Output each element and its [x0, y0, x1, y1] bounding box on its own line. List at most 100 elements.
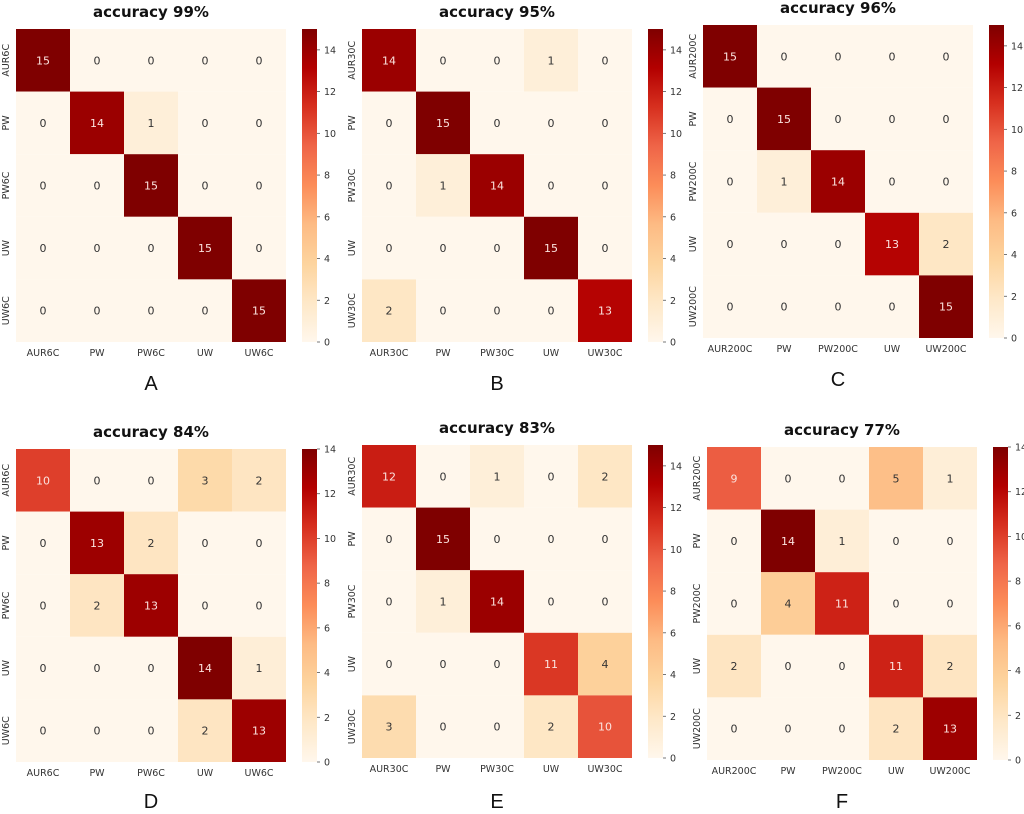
- cell-value-label: 15: [198, 242, 212, 255]
- panel-letter: A: [144, 373, 158, 395]
- cell-value-label: 4: [785, 598, 792, 611]
- colorbar-tick-label: 8: [324, 171, 330, 182]
- panel-letter: C: [831, 369, 845, 391]
- heatmap-cell: [869, 447, 923, 510]
- colorbar-tick-label: 6: [670, 212, 676, 223]
- heatmap-cell: [524, 216, 578, 280]
- heatmap-cell: [470, 695, 524, 758]
- heatmap-cell: [811, 212, 865, 276]
- colorbar-tick-label: 8: [1015, 577, 1021, 588]
- x-tick-label: AUR200C: [708, 344, 753, 355]
- heatmap-cell: [70, 29, 124, 92]
- heatmap-cell: [703, 150, 757, 213]
- heatmap-cell: [578, 695, 632, 758]
- cell-value-label: 0: [835, 301, 842, 314]
- cell-value-label: 0: [386, 596, 393, 609]
- x-tick-label: UW30C: [587, 348, 622, 359]
- heatmap-cell: [578, 632, 632, 696]
- heatmap-cell: [524, 695, 578, 758]
- cell-value-label: 0: [893, 535, 900, 548]
- heatmap-cell: [869, 509, 923, 573]
- cell-value-label: 0: [202, 600, 209, 613]
- heatmap-cell: [124, 29, 178, 92]
- heatmap-cell: [757, 212, 811, 276]
- cell-value-label: 0: [202, 180, 209, 193]
- heatmap-cell: [416, 445, 470, 508]
- heatmap-cell: [416, 507, 470, 571]
- colorbar-tick-label: 2: [670, 712, 676, 723]
- heatmap-cell: [232, 216, 286, 280]
- cell-value-label: 12: [382, 470, 396, 483]
- cell-value-label: 0: [202, 305, 209, 318]
- colorbar-tick-label: 0: [324, 758, 330, 769]
- heatmap-cell: [919, 150, 973, 213]
- heatmap-cell: [865, 87, 919, 151]
- cell-value-label: 2: [548, 721, 555, 734]
- cell-value-label: 14: [382, 54, 396, 67]
- cell-value-label: 2: [148, 537, 155, 550]
- cell-value-label: 0: [94, 725, 101, 738]
- heatmap-cell: [70, 574, 124, 637]
- cell-value-label: 0: [440, 470, 447, 483]
- panel-a: accuracy 99%15 0 0 0 00 14 1 0 00 0 15 0 00 0 0 15 00 0 0 0…: [1, 3, 336, 395]
- cell-value-label: 2: [386, 305, 393, 318]
- heatmap-cell: [178, 449, 232, 512]
- heatmap-cell: [362, 632, 416, 696]
- panel-title: accuracy 99%: [93, 3, 209, 21]
- cell-value-label: 0: [40, 537, 47, 550]
- x-tick-label: AUR30C: [370, 348, 409, 359]
- x-tick-label: UW: [197, 348, 214, 359]
- heatmap-cell: [919, 25, 973, 88]
- colorbar: [648, 29, 663, 342]
- heatmap-cell: [124, 636, 178, 700]
- cell-value-label: 0: [602, 596, 609, 609]
- cell-value-label: 0: [548, 596, 555, 609]
- heatmap-cell: [178, 636, 232, 700]
- heatmap-cell: [470, 216, 524, 280]
- colorbar-tick-label: 4: [1015, 666, 1021, 677]
- cell-value-label: 0: [943, 176, 950, 189]
- heatmap-cell: [416, 91, 470, 155]
- heatmap-cell: [524, 279, 578, 342]
- heatmap-cell: [707, 697, 761, 760]
- heatmap-cell: [416, 154, 470, 217]
- cell-value-label: 0: [256, 117, 263, 130]
- heatmap-cell: [761, 447, 815, 510]
- cell-value-label: 1: [839, 535, 846, 548]
- heatmap-cell: [16, 449, 70, 512]
- cell-value-label: 0: [40, 117, 47, 130]
- colorbar-tick-label: 0: [1011, 334, 1017, 345]
- heatmap-cell: [524, 570, 578, 633]
- heatmap-cell: [757, 275, 811, 338]
- colorbar-tick-label: 4: [670, 670, 676, 681]
- cell-value-label: 0: [94, 305, 101, 318]
- cell-value-label: 0: [727, 113, 734, 126]
- heatmap-cell: [923, 697, 977, 760]
- y-tick-label: PW: [347, 115, 358, 131]
- y-tick-label: UW6C: [1, 296, 12, 325]
- cell-value-label: 0: [40, 600, 47, 613]
- colorbar-tick-label: 12: [670, 87, 682, 98]
- colorbar-tick-label: 8: [324, 579, 330, 590]
- cell-value-label: 0: [602, 242, 609, 255]
- cell-value-label: 0: [40, 725, 47, 738]
- heatmap-cell: [70, 511, 124, 575]
- heatmap-cell: [815, 509, 869, 573]
- x-tick-label: PW30C: [480, 348, 514, 359]
- heatmap-cell: [865, 275, 919, 338]
- colorbar-tick-label: 8: [670, 587, 676, 598]
- heatmap-cell: [416, 695, 470, 758]
- colorbar-tick-label: 14: [324, 45, 336, 56]
- heatmap-cell: [70, 636, 124, 700]
- heatmap-cell: [232, 699, 286, 762]
- x-tick-label: PW200C: [818, 344, 858, 355]
- heatmap-cell: [761, 509, 815, 573]
- heatmap-cell: [757, 150, 811, 213]
- colorbar-tick-label: 10: [670, 545, 682, 556]
- heatmap-cell: [178, 29, 232, 92]
- x-tick-label: UW: [884, 344, 901, 355]
- y-tick-label: UW: [692, 657, 703, 674]
- x-tick-label: PW: [435, 764, 451, 775]
- heatmap-cell: [16, 511, 70, 575]
- colorbar-tick-label: 6: [1015, 621, 1021, 632]
